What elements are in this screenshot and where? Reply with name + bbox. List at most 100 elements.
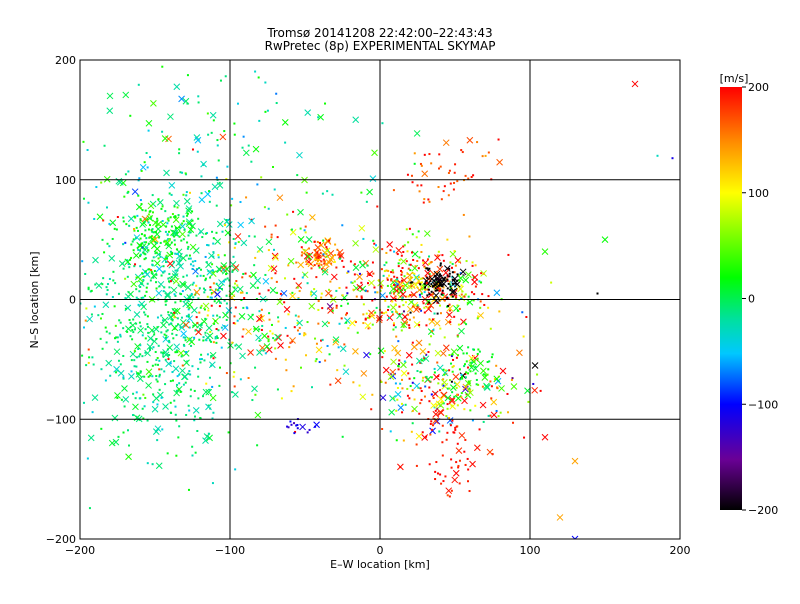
- point-dot: [147, 331, 150, 334]
- point-dot: [218, 181, 221, 184]
- point-dot: [101, 347, 104, 350]
- point-dot: [304, 231, 307, 234]
- point-cross: [250, 271, 257, 279]
- point-dot: [347, 270, 350, 273]
- point-dot: [493, 378, 496, 381]
- x-axis-ticks: −200 −100 0 100 200: [65, 544, 691, 557]
- point-dot: [423, 311, 426, 314]
- point-dot: [126, 330, 129, 333]
- point-dot: [381, 356, 384, 359]
- point-dot: [467, 380, 470, 383]
- point-dot: [365, 312, 368, 315]
- point-dot: [145, 241, 148, 244]
- point-dot: [223, 299, 226, 302]
- point-dot: [421, 359, 424, 362]
- point-dot: [341, 294, 344, 297]
- point-dot: [464, 438, 467, 441]
- point-dot: [166, 257, 169, 260]
- point-dot: [416, 304, 419, 307]
- point-dot: [162, 351, 165, 354]
- point-dot: [323, 260, 326, 263]
- point-cross: [111, 414, 119, 422]
- point-dot: [144, 257, 147, 260]
- point-dot: [451, 295, 454, 298]
- point-dot: [158, 388, 161, 391]
- point-dot: [267, 207, 270, 210]
- point-dot: [326, 248, 329, 251]
- point-cross: [465, 271, 472, 278]
- point-dot: [415, 443, 418, 446]
- point-cross: [377, 347, 385, 355]
- point-dot: [439, 262, 442, 265]
- point-dot: [116, 216, 119, 219]
- point-dot: [188, 337, 191, 340]
- point-dot: [143, 220, 146, 223]
- point-cross: [154, 225, 162, 233]
- point-dot: [193, 336, 196, 339]
- point-dot: [140, 282, 143, 285]
- point-dot: [511, 377, 514, 380]
- point-cross: [152, 236, 159, 243]
- point-dot: [183, 228, 186, 231]
- point-dot: [447, 297, 450, 300]
- point-dot: [180, 239, 183, 242]
- point-dot: [164, 260, 167, 263]
- point-dot: [438, 289, 441, 292]
- point-dot: [284, 326, 287, 329]
- point-dot: [338, 257, 341, 260]
- point-dot: [411, 409, 414, 412]
- point-cross: [601, 236, 609, 243]
- point-dot: [154, 350, 157, 353]
- point-dot: [408, 397, 411, 400]
- point-dot: [144, 313, 147, 316]
- point-dot: [420, 184, 423, 187]
- point-dot: [452, 290, 455, 293]
- point-dot: [253, 264, 256, 267]
- point-dot: [164, 303, 167, 306]
- point-dot: [163, 270, 166, 273]
- point-dot: [441, 285, 444, 288]
- point-dot: [146, 218, 149, 221]
- point-dot: [454, 163, 457, 166]
- point-dot: [442, 368, 445, 371]
- point-dot: [469, 370, 472, 373]
- point-dot: [455, 425, 458, 428]
- point-dot: [167, 219, 170, 222]
- point-dot: [191, 445, 194, 448]
- point-dot: [113, 337, 116, 340]
- point-dot: [239, 291, 242, 294]
- point-dot: [371, 393, 374, 396]
- point-dot: [151, 375, 154, 378]
- point-dot: [295, 424, 298, 427]
- point-dot: [167, 311, 170, 314]
- point-dot: [264, 81, 267, 84]
- point-dot: [406, 272, 409, 275]
- point-dot: [317, 322, 320, 325]
- point-dot: [446, 279, 449, 282]
- point-dot: [156, 439, 159, 442]
- point-dot: [424, 286, 427, 289]
- point-dot: [481, 155, 484, 158]
- point-dot: [137, 303, 140, 306]
- point-dot: [173, 311, 176, 314]
- point-dot: [472, 174, 475, 177]
- point-dot: [442, 259, 445, 262]
- point-cross: [182, 300, 190, 308]
- point-dot: [112, 279, 115, 282]
- point-dot: [144, 209, 147, 212]
- point-dot: [113, 227, 116, 230]
- point-dot: [377, 279, 380, 282]
- point-dot: [160, 274, 163, 277]
- point-cross: [454, 394, 462, 402]
- point-cross: [419, 348, 427, 355]
- point-dot: [178, 148, 181, 151]
- point-cross: [400, 258, 407, 265]
- point-dot: [456, 442, 459, 445]
- point-dot: [168, 339, 171, 342]
- colorbar: [720, 87, 742, 510]
- point-cross: [437, 395, 445, 403]
- point-dot: [204, 277, 207, 280]
- point-cross: [422, 355, 430, 363]
- point-dot: [408, 227, 411, 230]
